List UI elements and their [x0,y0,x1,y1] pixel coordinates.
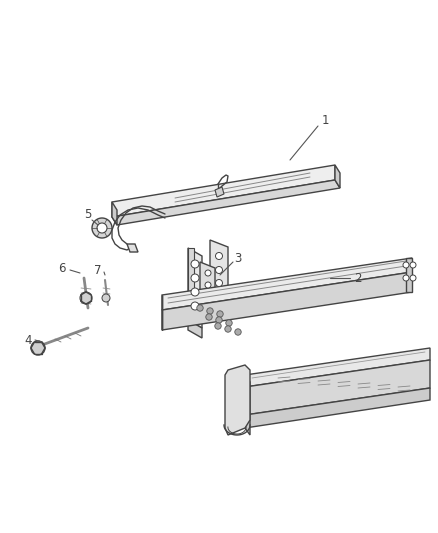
Circle shape [226,320,232,326]
Circle shape [403,262,409,268]
Text: 7: 7 [94,263,102,277]
Polygon shape [225,365,250,435]
Circle shape [235,329,241,335]
Polygon shape [210,295,228,312]
Circle shape [410,275,416,281]
Polygon shape [112,165,335,217]
Circle shape [216,317,222,323]
Circle shape [215,266,223,273]
Circle shape [206,314,212,320]
Polygon shape [162,258,412,310]
Polygon shape [406,258,412,292]
Circle shape [197,305,203,311]
Circle shape [97,223,107,233]
Text: 2: 2 [354,271,362,285]
Text: 4: 4 [24,334,32,346]
Polygon shape [112,202,117,225]
Circle shape [191,260,199,268]
Polygon shape [210,240,228,302]
Circle shape [191,288,199,296]
Circle shape [102,294,110,302]
Polygon shape [200,262,215,296]
Polygon shape [188,248,202,328]
Polygon shape [245,360,430,415]
Polygon shape [112,180,340,225]
Polygon shape [335,165,340,188]
Circle shape [31,341,45,355]
Text: 3: 3 [234,252,242,264]
Polygon shape [245,348,430,387]
Text: 6: 6 [58,262,66,274]
Circle shape [80,292,92,304]
Circle shape [215,279,223,287]
Circle shape [205,282,211,288]
Circle shape [217,311,223,317]
Polygon shape [188,248,194,320]
Polygon shape [245,375,250,435]
Text: 5: 5 [84,208,92,222]
Circle shape [410,262,416,268]
Circle shape [92,218,112,238]
Polygon shape [245,388,430,428]
Polygon shape [188,320,202,338]
Circle shape [191,302,199,310]
Circle shape [215,323,221,329]
Text: 1: 1 [321,114,329,126]
Circle shape [403,275,409,281]
Circle shape [205,270,211,276]
Circle shape [215,253,223,260]
Circle shape [225,326,231,332]
Polygon shape [215,187,224,197]
Polygon shape [127,244,138,252]
Circle shape [207,308,213,314]
Circle shape [191,274,199,282]
Polygon shape [162,272,412,330]
